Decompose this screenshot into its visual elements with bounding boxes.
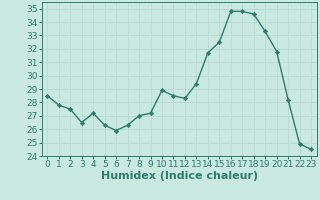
X-axis label: Humidex (Indice chaleur): Humidex (Indice chaleur) [100, 171, 258, 181]
